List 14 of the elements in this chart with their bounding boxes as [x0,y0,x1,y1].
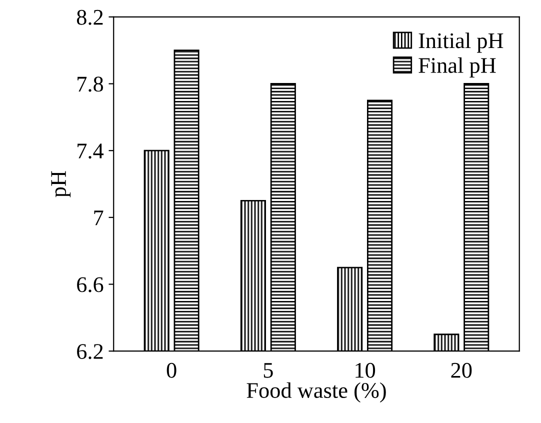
legend-label: Initial pH [418,32,504,53]
y-tick-label: 7.4 [78,144,104,159]
y-tick-label: 6.6 [77,277,104,292]
y-tick-label: 6.2 [77,344,103,360]
x-tick-label: 0 [166,362,176,378]
x-tick-label: 5 [264,363,273,378]
y-tick-label: 7 [94,210,104,226]
y-tick-label: 8.2 [76,10,103,25]
y-tick-label: 7.8 [78,76,104,92]
legend-label: Final pH [418,57,496,78]
x-tick-label: 10 [356,362,376,378]
x-tick-label: 20 [451,362,472,378]
y-axis-title: pH [51,171,71,198]
x-axis-title: Food waste (%) [246,382,386,403]
